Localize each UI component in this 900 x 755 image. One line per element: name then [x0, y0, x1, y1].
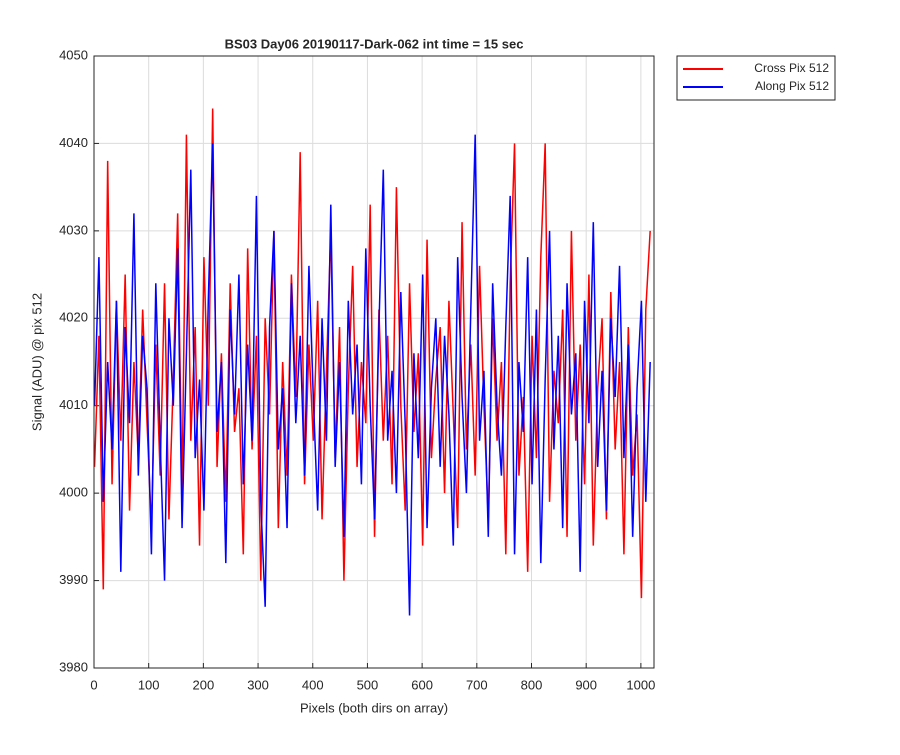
legend-label: Cross Pix 512 [754, 61, 829, 75]
y-axis-label: Signal (ADU) @ pix 512 [29, 293, 44, 431]
data-line [93, 108, 651, 599]
x-tick-label: 1000 [626, 677, 655, 692]
x-tick-label: 600 [411, 677, 433, 692]
x-axis-label: Pixels (both dirs on array) [300, 700, 448, 715]
x-tick-label: 100 [138, 677, 160, 692]
y-tick-label: 4020 [59, 310, 88, 325]
legend-label: Along Pix 512 [755, 79, 829, 93]
x-tick-label: 200 [193, 677, 215, 692]
y-tick-label: 4050 [59, 47, 88, 62]
x-tick-label: 800 [521, 677, 543, 692]
x-tick-label: 0 [90, 677, 97, 692]
x-tick-label: 300 [247, 677, 269, 692]
x-tick-label: 400 [302, 677, 324, 692]
x-tick-label: 500 [357, 677, 379, 692]
chart-title: BS03 Day06 20190117-Dark-062 int time = … [225, 36, 524, 51]
y-tick-label: 3980 [59, 659, 88, 674]
axes-frame [93, 55, 655, 669]
x-tick-label: 900 [575, 677, 597, 692]
y-tick-label: 4040 [59, 135, 88, 150]
y-tick-label: 3990 [59, 572, 88, 587]
y-tick-label: 4030 [59, 222, 88, 237]
y-tick-label: 4000 [59, 485, 88, 500]
y-tick-label: 4010 [59, 397, 88, 412]
legend-box [676, 55, 836, 101]
data-line [93, 134, 651, 616]
x-tick-label: 700 [466, 677, 488, 692]
